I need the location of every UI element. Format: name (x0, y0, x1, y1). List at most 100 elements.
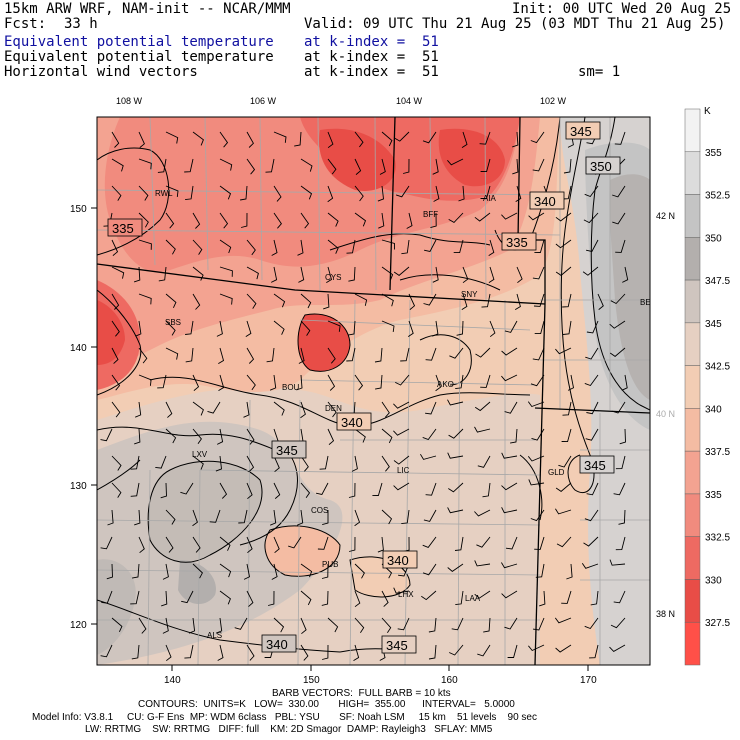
wind-barb (138, 536, 145, 554)
wind-barb (240, 212, 248, 228)
wind-barb (501, 507, 518, 514)
wind-barb (461, 131, 468, 148)
wind-barb (273, 320, 285, 335)
wind-barb (474, 401, 491, 412)
wind-barb (192, 509, 198, 527)
wind-barb (510, 428, 518, 444)
wind-barb (393, 428, 410, 436)
wind-barb (219, 266, 233, 277)
wind-barb (161, 590, 168, 607)
wind-barb (134, 428, 141, 445)
wind-barb (165, 347, 179, 360)
lon-102w: 102 W (540, 96, 567, 106)
wind-barb (501, 562, 518, 569)
wind-barb (185, 185, 194, 201)
wind-barb (246, 266, 259, 280)
wind-barb (454, 536, 464, 551)
wind-barb (354, 374, 364, 391)
wind-barb (130, 590, 140, 605)
wind-barb (297, 509, 304, 526)
colorbar-label: 342.5 (705, 362, 730, 373)
wind-barb (458, 185, 465, 202)
wind-barb (111, 617, 123, 632)
wind-barb (207, 401, 221, 414)
wind-barb (512, 158, 519, 175)
wind-barb (322, 510, 329, 526)
wind-barb (561, 590, 572, 604)
wind-barb (106, 563, 113, 580)
wind-barb (157, 374, 167, 389)
wind-barb (327, 617, 339, 633)
wind-barb (425, 401, 437, 415)
wind-barb (138, 293, 152, 305)
wind-barb (185, 347, 194, 363)
wind-barb (354, 563, 365, 579)
wind-barb (219, 212, 229, 229)
wind-barb (245, 320, 252, 337)
wind-barb (216, 428, 224, 445)
wind-barb (448, 212, 464, 223)
wind-barb (456, 320, 464, 336)
svg-text:335: 335 (506, 235, 528, 250)
wind-barb (130, 455, 140, 470)
wind-barb (100, 428, 113, 442)
wind-barb (562, 293, 572, 308)
field-name-3: Horizontal wind vectors (4, 64, 198, 80)
wind-barb (504, 401, 518, 414)
wind-barb (556, 536, 572, 548)
wind-barb (476, 536, 491, 548)
wind-barb (477, 644, 491, 657)
wind-barb (477, 455, 491, 468)
wind-barb (217, 644, 224, 661)
wind-barb (111, 158, 124, 172)
wind-barb (111, 455, 122, 471)
plot-frame (96, 116, 651, 666)
wind-barb (138, 617, 147, 634)
field-name-2: Equivalent potential temperature (4, 49, 274, 65)
wind-barb (430, 212, 437, 229)
wind-barb (528, 644, 545, 652)
wind-barb (562, 401, 572, 416)
wind-barb (133, 266, 141, 283)
wind-barb (354, 617, 365, 633)
wind-barb (192, 374, 200, 391)
wind-barb (354, 428, 366, 443)
wind-barb (219, 482, 228, 499)
wind-barb (107, 509, 114, 526)
theta-e-fill (97, 117, 650, 665)
wind-barb (395, 374, 410, 386)
svg-text:340: 340 (534, 194, 556, 209)
wind-barb (348, 536, 356, 552)
wind-barb (554, 617, 572, 624)
longitude-labels: 108 W 106 W 104 W 102 W (116, 96, 567, 106)
wind-barb (155, 455, 167, 469)
colorbar-swatch (684, 579, 701, 623)
wind-barb (327, 239, 339, 254)
wind-barb (586, 482, 599, 496)
wind-barb (501, 212, 518, 220)
svg-text:345: 345 (276, 443, 298, 458)
wind-barb (165, 320, 176, 336)
wind-barb (270, 266, 278, 283)
wind-barb (192, 293, 201, 310)
wind-barb (317, 536, 329, 550)
wind-barb (555, 482, 572, 492)
wind-barb (209, 509, 221, 523)
wind-barb (395, 185, 410, 198)
wind-barb (219, 131, 229, 148)
wind-barb (381, 401, 390, 418)
wind-barb (353, 644, 360, 661)
wind-barb (584, 617, 599, 630)
field-level-3: at k-index = 51 (304, 64, 439, 80)
wind-barb (530, 131, 545, 144)
wind-barb (514, 293, 521, 310)
wind-barb (530, 374, 545, 387)
wind-barb (381, 617, 392, 633)
wind-barb (618, 509, 626, 525)
station-aia: AIA (483, 194, 497, 203)
wind-barb (300, 644, 309, 661)
colorbar-swatch (684, 450, 701, 495)
wind-barb (622, 266, 629, 283)
y-tick-labels: 150 140 130 120 (70, 204, 87, 631)
